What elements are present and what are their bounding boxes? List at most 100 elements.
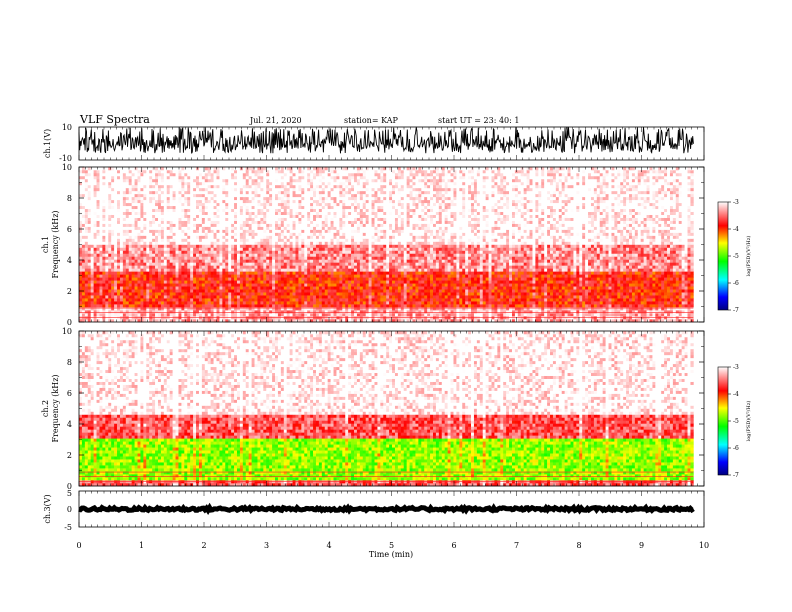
spectrogram-cell (257, 208, 261, 213)
spectrogram-cell (313, 190, 317, 195)
spectrogram-cell (260, 250, 264, 254)
spectrogram-cell (315, 256, 320, 260)
spectrogram-cell (339, 238, 343, 242)
spectrogram-cell (266, 205, 270, 210)
spectrogram-cell (143, 184, 147, 189)
spectrogram-cell (321, 235, 326, 239)
spectrogram-cell (257, 313, 261, 317)
spectrogram-cell (324, 167, 328, 171)
spectrogram-cell (169, 295, 173, 299)
spectrogram-cell (204, 190, 209, 195)
spectrogram-cell (228, 253, 232, 257)
spectrogram-cell (169, 235, 173, 239)
spectrogram-cell (99, 193, 103, 198)
spectrogram-cell (292, 223, 296, 227)
spectrogram-cell (307, 193, 311, 198)
spectrogram-cell (245, 307, 249, 311)
spectrogram-cell (210, 283, 214, 287)
spectrogram-cell (272, 268, 276, 272)
spectrogram-cell (245, 265, 249, 269)
spectrogram-cell (128, 178, 132, 183)
spectrogram-cell (204, 167, 209, 171)
spectrogram-cell (327, 217, 331, 221)
spectrogram-cell (79, 229, 83, 233)
spectrogram-cell (155, 280, 159, 284)
spectrogram-cell (175, 268, 179, 272)
spectrogram-cell (84, 187, 89, 192)
spectrogram-cell (266, 280, 270, 284)
spectrogram-cell (152, 214, 156, 218)
spectrogram-cell (108, 193, 112, 198)
spectrogram-cell (339, 301, 343, 305)
spectrogram-cell (266, 304, 270, 308)
spectrogram-cell (257, 274, 261, 278)
spectrogram-cell (181, 253, 185, 257)
spectrogram-cell (310, 253, 314, 257)
spectrogram-cell (277, 310, 282, 314)
spectrogram-cell (193, 244, 197, 248)
spectrogram-cell (213, 235, 217, 239)
spectrogram-cell (356, 268, 361, 272)
spectrogram-cell (222, 280, 226, 284)
spectrogram-cell (257, 229, 261, 233)
spectrogram-cell (96, 181, 100, 186)
spectrogram-cell (234, 214, 238, 218)
spectrogram-cell (298, 238, 302, 242)
spectrogram-cell (201, 313, 206, 317)
spectrogram-cell (201, 172, 206, 177)
spectrogram-cell (146, 208, 150, 213)
spectrogram-cell (231, 295, 235, 299)
spectrogram-cell (269, 202, 273, 207)
spectrogram-cell (301, 205, 305, 210)
spectrogram-cell (228, 274, 232, 278)
spectrogram-cell (90, 283, 94, 287)
spectrogram-cell (234, 190, 238, 195)
spectrogram-cell (204, 169, 209, 174)
spectrogram-cell (339, 283, 343, 287)
spectrogram-cell (166, 319, 170, 323)
spectrogram-cell (336, 184, 340, 189)
spectrogram-cell (119, 202, 124, 207)
spectrogram-cell (181, 250, 185, 254)
spectrogram-cell (236, 226, 241, 230)
spectrogram-cell (248, 289, 252, 293)
spectrogram-cell (190, 280, 194, 284)
spectrogram-cell (140, 292, 144, 296)
spectrogram-cell (289, 304, 293, 308)
spectrogram-cell (134, 244, 138, 248)
spectrogram-cell (248, 313, 252, 317)
spectrogram-cell (239, 298, 244, 302)
spectrogram-cell (257, 280, 261, 284)
spectrogram-cell (330, 316, 334, 320)
spectrogram-cell (149, 307, 153, 311)
spectrogram-cell (298, 274, 302, 278)
spectrogram-cell (175, 187, 179, 192)
spectrogram-cell (187, 244, 191, 248)
spectrogram-cell (90, 235, 94, 239)
spectrogram-cell (263, 175, 267, 180)
spectrogram-cell (286, 268, 290, 272)
spectrogram-cell (190, 289, 194, 293)
spectrogram-cell (231, 250, 235, 254)
spectrogram-cell (140, 220, 144, 224)
spectrogram-cell (187, 274, 191, 278)
spectrogram-cell (351, 241, 355, 245)
spectrogram-cell (207, 181, 211, 186)
spectrogram-cell (298, 298, 302, 302)
spectrogram-cell (345, 220, 349, 224)
spectrogram-cell (93, 169, 97, 174)
spectrogram-cell (354, 253, 358, 257)
spectrogram-cell (225, 295, 229, 299)
spectrogram-cell (304, 271, 308, 275)
spectrogram-cell (184, 292, 188, 296)
spectrogram-cell (140, 265, 144, 269)
spectrogram-cell (251, 316, 255, 320)
spectrogram-cell (201, 298, 206, 302)
spectrogram-cell (204, 262, 209, 266)
spectrogram-cell (102, 187, 106, 192)
spectrogram-cell (163, 220, 168, 224)
spectrogram-cell (236, 169, 241, 174)
spectrogram-cell (283, 220, 288, 224)
spectrogram-cell (105, 256, 109, 260)
spectrogram-cell (307, 253, 311, 257)
